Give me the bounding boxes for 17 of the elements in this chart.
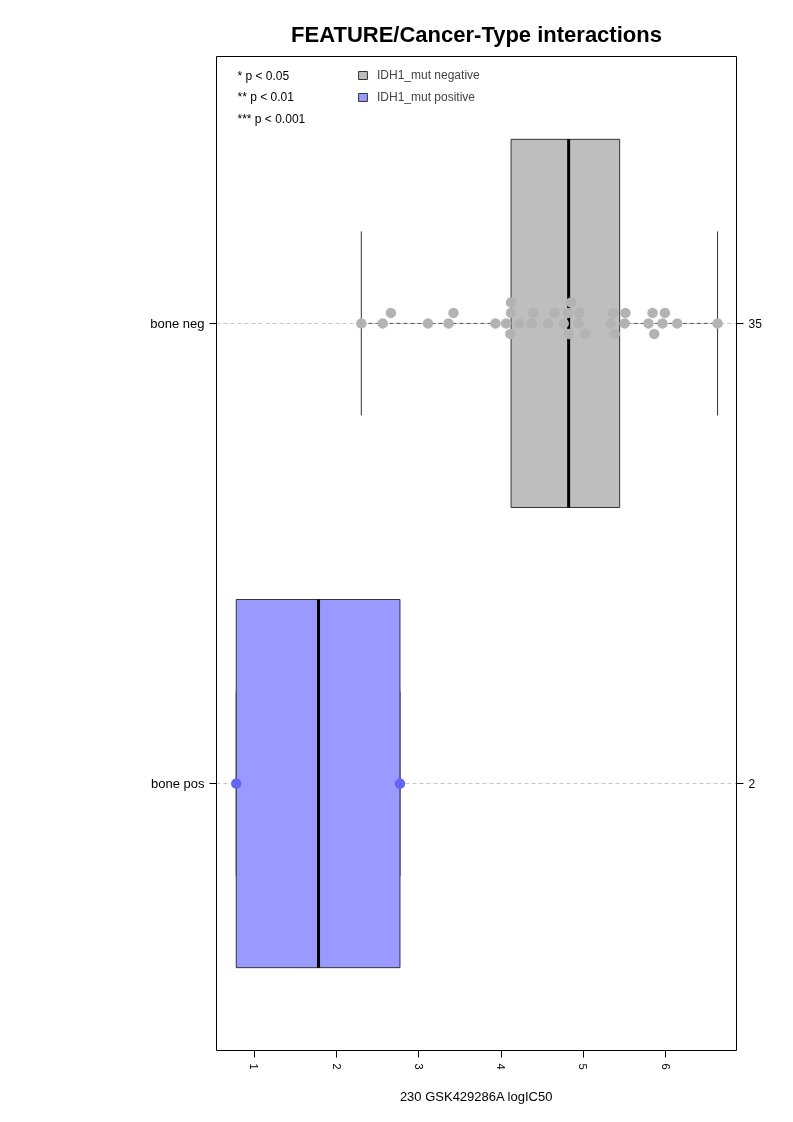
legend-label: IDH1_mut negative <box>377 67 480 84</box>
y2-tick-label: 2 <box>748 777 756 792</box>
annotation: *** p < 0.001 <box>237 111 306 126</box>
y-tick-label: bone pos <box>151 776 205 792</box>
legend-label: IDH1_mut positive <box>377 89 476 106</box>
annotation: ** p < 0.01 <box>237 90 295 104</box>
y-tick-label: bone neg <box>150 315 205 331</box>
x-tick-label: 2 <box>330 1063 343 1070</box>
chart-title: FEATURE/Cancer-Type interactions <box>291 22 662 47</box>
y2-tick-label: 35 <box>748 316 763 331</box>
x-tick-label: 1 <box>248 1063 261 1070</box>
x-tick-label: 5 <box>577 1063 590 1070</box>
x-axis-title: 230 GSK429286A logIC50 <box>399 1088 553 1104</box>
x-tick-label: 6 <box>659 1063 672 1070</box>
annotation: * p < 0.05 <box>237 68 290 83</box>
x-tick-label: 3 <box>412 1063 425 1070</box>
x-tick-label: 4 <box>495 1063 508 1070</box>
